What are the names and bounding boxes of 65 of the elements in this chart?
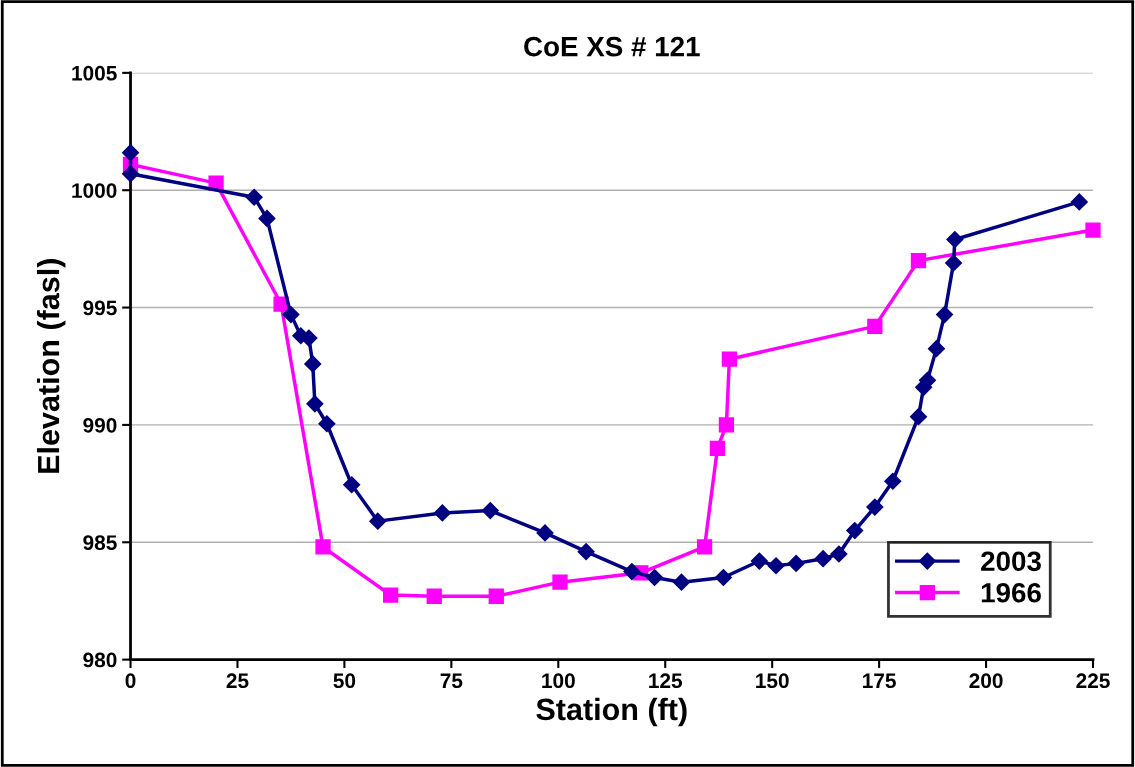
x-tick-label: 175 bbox=[863, 673, 896, 689]
point bbox=[343, 476, 361, 494]
point bbox=[814, 550, 832, 568]
point bbox=[382, 587, 399, 603]
y-tick-label: 980 bbox=[83, 652, 117, 668]
y-tick-label: 1005 bbox=[72, 65, 117, 81]
point bbox=[721, 351, 738, 367]
x-tick-label: 75 bbox=[440, 673, 463, 689]
legend-label: 1966 bbox=[981, 582, 1041, 603]
x-tick-label: 225 bbox=[1076, 673, 1110, 689]
point bbox=[867, 318, 883, 334]
point bbox=[304, 355, 322, 373]
point bbox=[488, 588, 504, 604]
legend-label: 2003 bbox=[981, 551, 1041, 572]
point bbox=[767, 557, 785, 575]
point bbox=[714, 568, 732, 587]
point bbox=[426, 588, 442, 604]
point bbox=[577, 543, 595, 561]
point bbox=[623, 563, 641, 581]
point bbox=[318, 415, 336, 433]
point bbox=[369, 512, 387, 530]
x-axis-title: Station (ft) bbox=[536, 697, 687, 727]
point bbox=[1085, 222, 1101, 238]
point bbox=[927, 340, 945, 358]
point bbox=[909, 408, 928, 426]
point bbox=[552, 574, 568, 590]
chart-title: CoE XS # 121 bbox=[524, 36, 700, 57]
x-tick-label: 125 bbox=[649, 673, 683, 689]
point bbox=[282, 306, 300, 324]
point bbox=[946, 230, 964, 249]
point bbox=[672, 573, 691, 591]
point bbox=[866, 498, 884, 516]
point bbox=[709, 440, 726, 457]
point bbox=[536, 524, 554, 542]
point bbox=[787, 554, 805, 572]
x-tick-label: 25 bbox=[226, 673, 249, 689]
x-tick-label: 0 bbox=[125, 673, 136, 689]
point bbox=[718, 417, 735, 433]
point bbox=[830, 545, 848, 563]
point bbox=[121, 144, 140, 162]
point bbox=[258, 209, 276, 227]
x-tick-label: 200 bbox=[969, 673, 1003, 689]
point bbox=[1070, 193, 1088, 211]
point bbox=[315, 539, 331, 555]
y-tick-label: 990 bbox=[83, 417, 117, 433]
y-tick-label: 995 bbox=[83, 300, 117, 316]
point bbox=[121, 165, 140, 183]
point bbox=[481, 502, 499, 520]
point bbox=[696, 539, 713, 555]
point bbox=[884, 472, 902, 490]
point bbox=[433, 504, 451, 522]
point bbox=[645, 568, 664, 587]
point bbox=[936, 306, 954, 324]
y-tick-label: 1000 bbox=[72, 183, 117, 198]
y-axis-title: Elevation (fasl) bbox=[36, 259, 66, 473]
x-tick-label: 50 bbox=[333, 673, 356, 689]
point bbox=[750, 552, 768, 570]
point bbox=[245, 188, 263, 206]
x-tick-label: 100 bbox=[542, 673, 575, 689]
point bbox=[306, 395, 324, 413]
point bbox=[910, 252, 927, 269]
point bbox=[945, 254, 963, 272]
x-tick-label: 150 bbox=[756, 673, 789, 689]
y-tick-label: 985 bbox=[83, 535, 117, 551]
point bbox=[846, 521, 864, 540]
